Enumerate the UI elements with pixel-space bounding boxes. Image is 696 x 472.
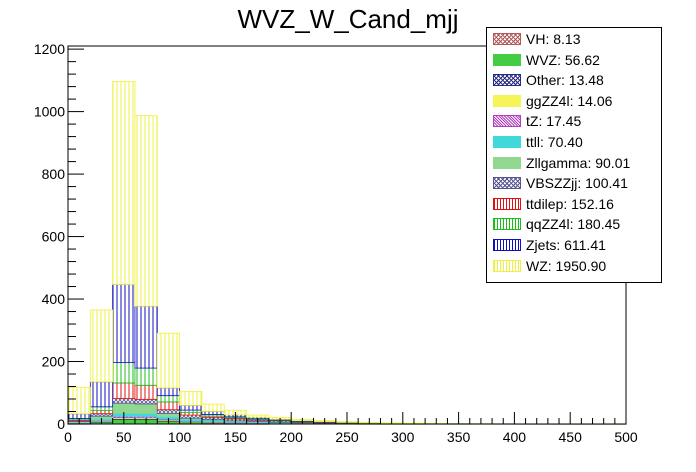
x-tick-label: 50 xyxy=(116,429,132,445)
x-tick-label: 150 xyxy=(224,429,248,445)
legend-swatch xyxy=(493,156,521,169)
bar-Zjets-2 xyxy=(112,284,136,364)
legend-swatch xyxy=(493,115,521,128)
bar-VBSZZjj-5 xyxy=(179,414,203,419)
x-tick-label: 350 xyxy=(447,429,471,445)
y-tick-label: 200 xyxy=(42,354,66,370)
legend-swatch xyxy=(493,33,521,45)
x-tick-label: 0 xyxy=(64,429,72,445)
legend-label: WVZ: 56.62 xyxy=(526,51,600,68)
bar-Zjets-5 xyxy=(179,405,203,411)
legend-label: Zllgamma: 90.01 xyxy=(526,154,631,171)
y-tick-label: 800 xyxy=(42,166,66,182)
bar-VBSZZjj-4 xyxy=(156,409,180,414)
legend-item-qqZZ4l: qqZZ4l: 180.45 xyxy=(493,215,620,233)
x-tick-label: 100 xyxy=(168,429,192,445)
legend-swatch xyxy=(493,218,521,231)
bar-WZ-8 xyxy=(246,414,270,418)
legend-item-WVZ: WVZ: 56.62 xyxy=(493,51,600,69)
bar-Zllgamma-3 xyxy=(134,403,158,414)
x-tick-label: 500 xyxy=(614,429,638,445)
legend-label: Other: 13.48 xyxy=(526,72,604,89)
bar-Zllgamma-2 xyxy=(112,402,136,414)
legend-label: ttdilep: 152.16 xyxy=(526,195,614,212)
axes-layer: 0 50 100 150 200 250 300 350 400 450 500 0 200 400 600… xyxy=(34,41,638,445)
legend-item-WZ: WZ: 1950.90 xyxy=(493,257,606,275)
bar-qqZZ4l-1 xyxy=(89,406,114,411)
bar-WZ-6 xyxy=(201,403,225,412)
y-tick-label: 600 xyxy=(42,229,66,245)
legend-label: VH: 8.13 xyxy=(526,31,581,47)
x-tick-label: 250 xyxy=(335,429,359,445)
legend-label: WZ: 1950.90 xyxy=(526,257,607,274)
bar-Zjets-6 xyxy=(201,410,225,415)
legend-label: VBSZZjj: 100.41 xyxy=(526,175,628,192)
bar-WZ-0 xyxy=(67,386,91,415)
legend-swatch xyxy=(493,136,521,148)
chart-title: WVZ_W_Cand_mjj xyxy=(237,4,459,34)
y-tick-label: 0 xyxy=(57,416,65,432)
bar-WZ-3 xyxy=(134,115,158,307)
legend-item-tZ: tZ: 17.45 xyxy=(493,112,581,130)
y-tick-label: 400 xyxy=(42,291,66,307)
bar-ttll-3 xyxy=(134,412,158,417)
bar-VBSZZjj-2 xyxy=(112,398,136,404)
bar-Zjets-0 xyxy=(67,413,91,419)
x-tick-label: 300 xyxy=(391,429,415,445)
y-tick-label: 1000 xyxy=(34,104,65,120)
bar-VBSZZjj-3 xyxy=(134,398,158,405)
legend-label: tZ: 17.45 xyxy=(526,113,582,130)
legend-label: Zjets: 611.41 xyxy=(526,237,606,253)
x-tick-label: 200 xyxy=(280,429,304,445)
legend-label: qqZZ4l: 180.45 xyxy=(526,216,621,233)
bar-WZ-1 xyxy=(89,309,114,383)
legend-swatch xyxy=(493,197,521,210)
bar-ttdilep-3 xyxy=(134,384,158,400)
bar-Zjets-1 xyxy=(89,381,114,408)
series-WZ xyxy=(67,81,627,425)
legend-swatch xyxy=(493,177,521,190)
legend-swatch xyxy=(493,94,521,107)
legend-item-Other: Other: 13.48 xyxy=(493,71,604,89)
bar-ttdilep-4 xyxy=(156,401,180,411)
legend-swatch xyxy=(493,53,521,66)
bar-WZ-5 xyxy=(179,390,203,406)
bar-ttdilep-2 xyxy=(112,382,136,399)
bar-qqZZ4l-4 xyxy=(156,395,180,403)
bar-WZ-4 xyxy=(156,332,180,389)
legend-item-Zjets: Zjets: 611.41 xyxy=(493,236,606,254)
bar-qqZZ4l-2 xyxy=(112,362,136,384)
bar-Zjets-3 xyxy=(134,305,158,369)
bar-WZ-2 xyxy=(112,81,136,285)
bar-ttdilep-1 xyxy=(89,410,114,415)
legend-swatch xyxy=(493,259,521,272)
legend-item-ggZZ4l: ggZZ4l: 14.06 xyxy=(493,92,612,110)
legend-item-ttdilep: ttdilep: 152.16 xyxy=(493,195,614,213)
legend-item-VBSZZjj: VBSZZjj: 100.41 xyxy=(493,174,628,192)
legend-item-ttll: ttll: 70.40 xyxy=(493,133,583,151)
legend-item-Zllgamma: Zllgamma: 90.01 xyxy=(493,154,630,172)
x-tick-label: 450 xyxy=(559,429,583,445)
bar-Zjets-4 xyxy=(156,387,180,397)
bar-Zllgamma-4 xyxy=(156,413,180,417)
legend-swatch xyxy=(493,239,521,251)
legend-item-VH: VH: 8.13 xyxy=(493,30,580,48)
legend-swatch xyxy=(493,74,521,87)
legend-label: ggZZ4l: 14.06 xyxy=(526,92,613,109)
y-tick-label: 1200 xyxy=(34,41,65,57)
legend-label: ttll: 70.40 xyxy=(526,134,583,150)
x-tick-label: 400 xyxy=(503,429,527,445)
bar-qqZZ4l-3 xyxy=(134,367,158,386)
legend: VH: 8.13 WVZ: 56.62 Other: 13.48 ggZZ4l: 14… xyxy=(486,27,662,283)
